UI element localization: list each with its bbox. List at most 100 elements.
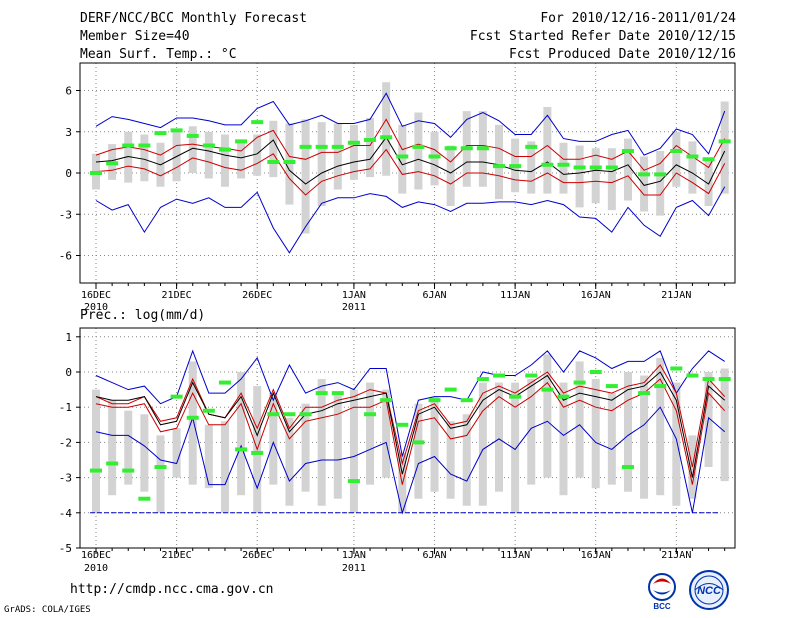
observed-mark	[444, 387, 457, 392]
x-tick-label: 1JAN	[342, 550, 366, 561]
observed-mark	[476, 377, 489, 382]
x-tick-label: 6JAN	[422, 290, 446, 301]
ensemble-bar	[269, 393, 278, 485]
observed-mark	[251, 120, 264, 125]
observed-mark	[218, 147, 231, 152]
ensemble-bar	[172, 130, 181, 182]
observed-mark	[509, 164, 522, 169]
x-tick-label: 11JAN	[500, 290, 530, 301]
ensemble-bar	[575, 361, 584, 478]
ensemble-bar	[349, 389, 358, 513]
y-tick-label: 3	[65, 126, 72, 139]
ensemble-bar	[188, 361, 197, 485]
observed-mark	[90, 468, 102, 473]
bcc-logo-icon: BCC	[648, 573, 676, 611]
x-tick-label: 6JAN	[422, 550, 446, 561]
ensemble-bar	[285, 417, 294, 506]
ensemble-bar	[317, 122, 326, 206]
ensemble-bar	[124, 410, 133, 485]
observed-mark	[605, 384, 618, 389]
ensemble-bar	[220, 134, 229, 187]
observed-mark	[476, 146, 489, 151]
x-tick-label: 11JAN	[500, 550, 530, 561]
ensemble-bar	[414, 112, 423, 190]
observed-mark	[589, 370, 602, 374]
observed-mark	[283, 160, 296, 164]
ensemble-bar	[366, 382, 375, 485]
observed-mark	[331, 391, 344, 396]
observed-mark	[670, 366, 683, 371]
observed-mark	[299, 412, 312, 417]
observed-mark	[638, 172, 651, 177]
ensemble-bar	[656, 151, 665, 216]
ensemble-bar	[607, 393, 616, 485]
observed-mark	[267, 412, 280, 417]
ensemble-bar	[623, 138, 632, 201]
max-line	[95, 92, 726, 156]
ensemble-bar	[317, 379, 326, 506]
observed-mark	[541, 387, 554, 392]
observed-mark	[573, 165, 586, 170]
ensemble-bar	[253, 134, 262, 176]
source-url-link[interactable]: http://cmdp.ncc.cma.gov.cn	[70, 582, 274, 597]
x-tick-label: 16DEC	[81, 290, 111, 301]
x-tick-sublabel: 2010	[84, 563, 108, 574]
ensemble-bar	[237, 141, 246, 179]
ensemble-bar	[285, 123, 294, 205]
observed-mark	[686, 154, 699, 159]
observed-mark	[267, 160, 280, 164]
ensemble-bar	[527, 379, 536, 485]
ensemble-bar	[220, 421, 229, 513]
ensemble-bar	[188, 126, 197, 173]
ensemble-bar	[640, 375, 649, 499]
x-tick-label: 21DEC	[162, 290, 192, 301]
observed-mark	[412, 440, 425, 445]
observed-mark	[138, 496, 151, 501]
x-tick-sublabel: 2011	[342, 302, 366, 313]
ensemble-bar	[672, 382, 681, 506]
ensemble-bar	[124, 131, 133, 183]
max-line	[95, 349, 725, 457]
ensemble-bar	[543, 354, 552, 478]
observed-mark	[315, 144, 328, 149]
y-tick-label: 0	[65, 366, 72, 379]
ensemble-bar	[140, 134, 149, 182]
y-tick-label: -5	[59, 542, 72, 555]
ensemble-bar	[140, 414, 149, 492]
observed-mark	[493, 164, 505, 169]
observed-mark	[251, 450, 264, 455]
ensemble-bar	[478, 382, 487, 506]
ensemble-bar	[495, 382, 503, 492]
ensemble-bar	[301, 119, 310, 234]
observed-mark	[235, 139, 248, 144]
observed-mark	[315, 391, 328, 396]
ensemble-bar	[575, 145, 584, 208]
ensemble-bar	[591, 148, 600, 204]
min-line	[95, 406, 726, 515]
observed-mark	[283, 412, 296, 417]
refer-date-label: Fcst Started Refer Date 2010/12/15	[469, 29, 736, 44]
ensemble-bar	[640, 156, 649, 212]
x-tick-label: 21DEC	[162, 550, 192, 561]
ensemble-bar	[382, 82, 391, 176]
ncc-logo-icon: NCC	[689, 570, 729, 610]
ensemble-bar	[559, 382, 568, 496]
observed-mark	[718, 377, 731, 382]
observed-mark	[654, 172, 667, 177]
x-tick-label: 21JAN	[661, 290, 691, 301]
observed-mark	[412, 144, 425, 149]
y-tick-label: 0	[65, 167, 72, 180]
ensemble-bar	[672, 131, 681, 187]
ensemble-bar	[349, 124, 358, 180]
ensemble-bar	[204, 131, 213, 179]
observed-mark	[605, 165, 618, 170]
ensemble-bar	[204, 424, 213, 489]
observed-mark	[347, 479, 360, 484]
observed-mark	[557, 394, 570, 399]
ensemble-bar	[462, 414, 471, 506]
ensemble-bar	[656, 357, 665, 496]
ensemble-bar	[688, 141, 697, 194]
observed-mark	[202, 143, 215, 148]
